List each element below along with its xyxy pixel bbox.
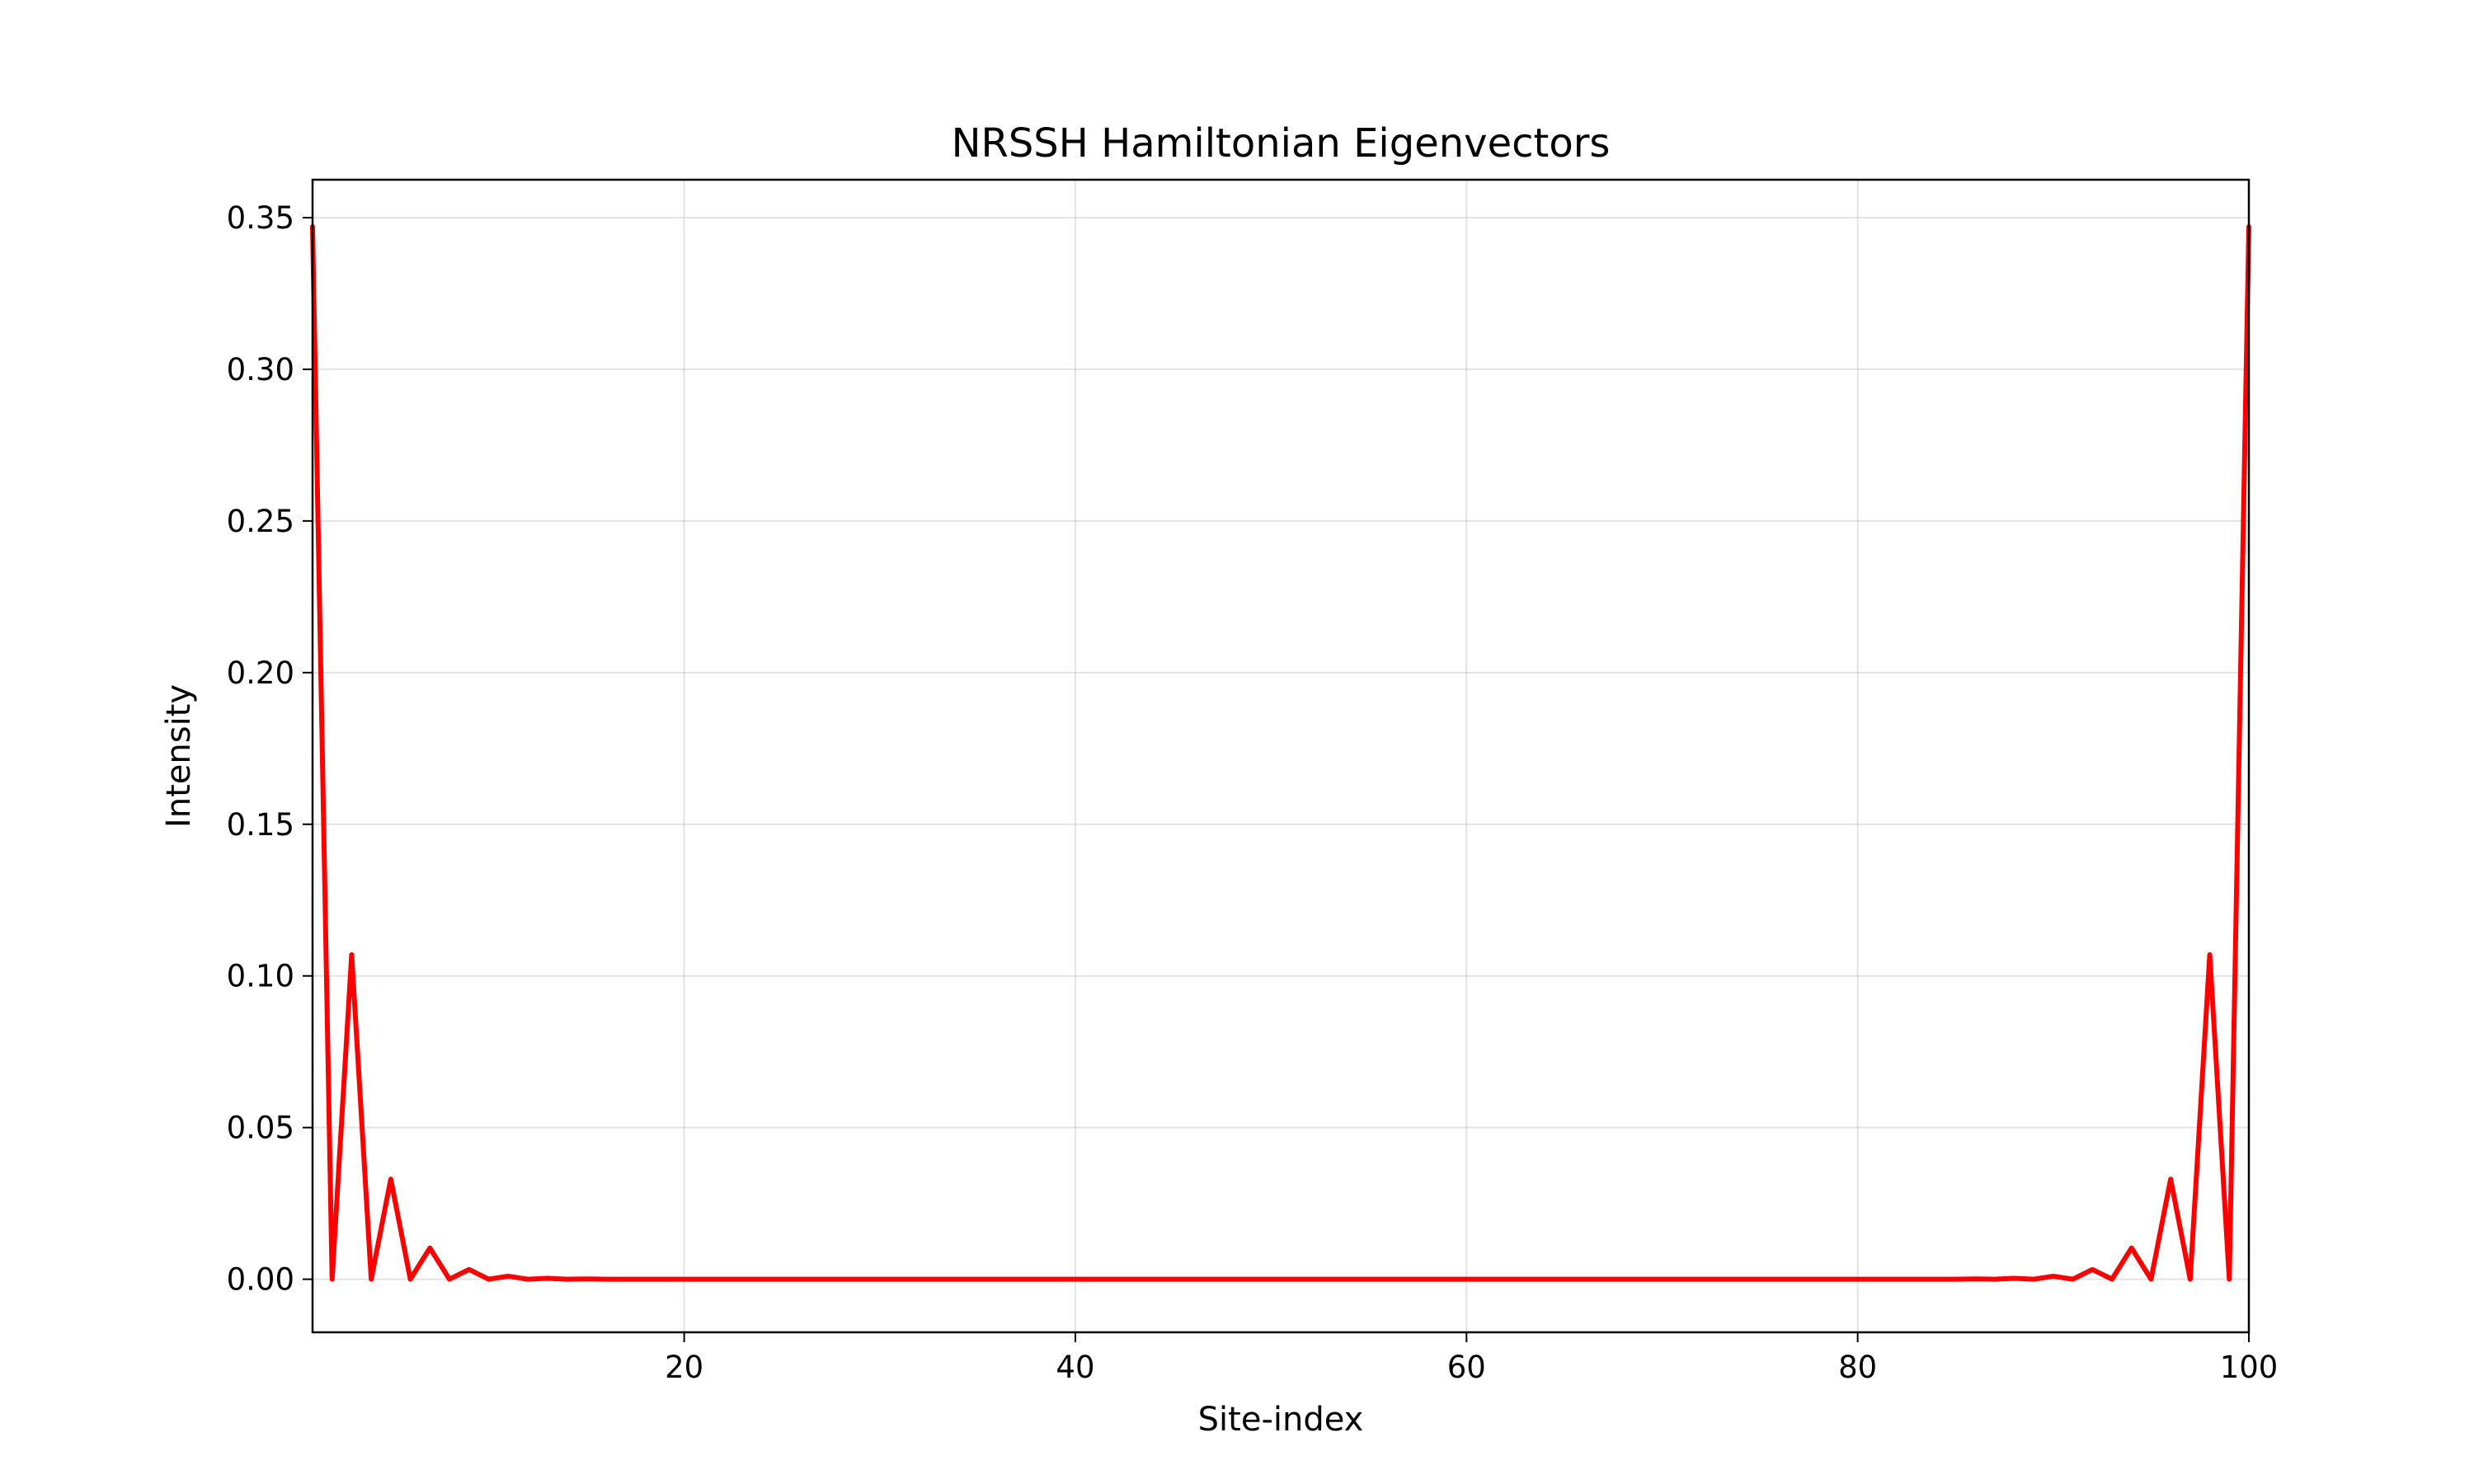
series-line (310, 224, 2251, 1282)
series-layer (310, 224, 2251, 1282)
y-axis-title: Intensity (160, 684, 198, 828)
y-tick-label: 0.10 (227, 959, 294, 994)
x-tick-label: 40 (1056, 1350, 1094, 1385)
y-tick-label: 0.25 (227, 504, 294, 539)
y-tick-label: 0.00 (227, 1262, 294, 1298)
x-tick-label: 100 (2220, 1350, 2279, 1385)
y-tick-label: 0.05 (227, 1111, 294, 1146)
plot-frame (311, 178, 2251, 1334)
y-tick-label: 0.15 (227, 807, 294, 843)
x-tick-label: 20 (665, 1350, 703, 1385)
y-tick-label: 0.35 (227, 200, 294, 236)
x-axis-title: Site-index (1198, 1401, 1364, 1439)
y-tick-label: 0.30 (227, 352, 294, 387)
y-tick-label: 0.20 (227, 655, 294, 691)
x-tick-label: 80 (1838, 1350, 1877, 1385)
axis-ticks: 20 40 60 80 100 0.00 0.05 0.10 0.15 0.20 0.25 0.30 0… (227, 200, 2279, 1385)
grid (313, 180, 2250, 1332)
x-tick-label: 60 (1447, 1350, 1486, 1385)
chart-title: NRSSH Hamiltonian Eigenvectors (952, 120, 1611, 167)
